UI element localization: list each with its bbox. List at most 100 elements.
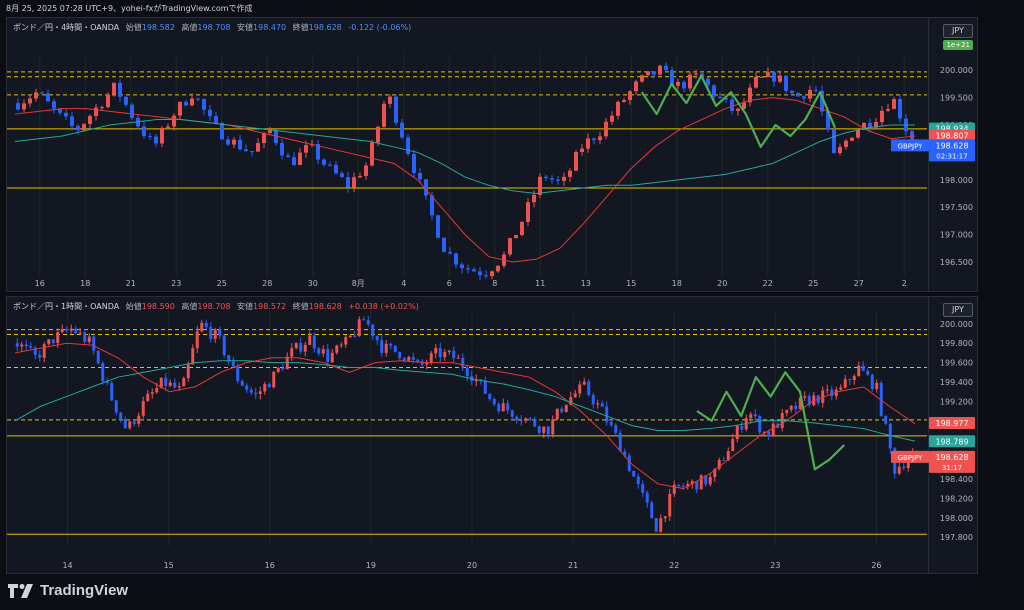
- candle: [546, 426, 550, 435]
- trend-line: [640, 74, 837, 149]
- candle: [322, 159, 326, 165]
- candle: [406, 137, 410, 154]
- candle: [641, 484, 645, 493]
- candle: [76, 125, 80, 131]
- candle: [366, 320, 370, 325]
- candle: [371, 324, 375, 337]
- candle: [256, 143, 260, 152]
- candle: [114, 400, 118, 413]
- candle: [722, 460, 726, 462]
- ma-fast-line: [14, 342, 916, 490]
- legend-change: +0.038 (+0.02%): [348, 302, 419, 311]
- candle: [506, 403, 510, 411]
- legend-high: 198.708: [197, 23, 231, 32]
- candle: [83, 332, 87, 343]
- candle: [339, 344, 343, 346]
- candle: [245, 385, 249, 390]
- candle: [758, 416, 762, 433]
- candle: [515, 416, 519, 421]
- chart-panel-1h[interactable]: ポンド／円・1時間・OANDA 始値198.590 高値198.708 安値19…: [6, 296, 978, 574]
- candle: [713, 468, 717, 478]
- candle: [105, 381, 109, 384]
- candle: [276, 368, 280, 372]
- candle: [893, 448, 897, 474]
- price-axis[interactable]: JPY: [928, 297, 977, 573]
- legend-symbol: ポンド／円・4時間・OANDA: [13, 23, 120, 32]
- candle: [832, 129, 836, 154]
- tradingview-logo: TradingView: [8, 582, 128, 599]
- candle: [839, 387, 843, 390]
- currency-button[interactable]: JPY: [943, 303, 973, 317]
- candle: [672, 484, 676, 494]
- candle: [330, 352, 334, 363]
- candle: [658, 65, 662, 75]
- candle: [560, 408, 564, 412]
- candle: [249, 389, 253, 393]
- candle: [848, 379, 852, 381]
- candle: [128, 421, 132, 429]
- price-chart-4h[interactable]: [7, 18, 977, 291]
- candle: [65, 329, 69, 331]
- candle: [294, 342, 298, 349]
- candle: [202, 99, 206, 110]
- candle: [22, 103, 26, 110]
- candle: [218, 329, 222, 336]
- candle: [682, 82, 686, 89]
- candle: [384, 343, 388, 353]
- candle: [78, 332, 82, 334]
- candle: [544, 176, 548, 179]
- candle: [496, 265, 500, 272]
- candle: [748, 87, 752, 103]
- candle: [794, 405, 798, 410]
- candle: [717, 460, 721, 469]
- candle: [227, 355, 231, 362]
- candle: [706, 78, 710, 86]
- candle: [238, 139, 242, 150]
- scale-badge[interactable]: 1e+21: [943, 40, 973, 50]
- chart-panel-4h[interactable]: ポンド／円・4時間・OANDA 始値198.582 高値198.708 安値19…: [6, 17, 978, 292]
- candle: [610, 115, 614, 122]
- candle: [596, 403, 600, 405]
- candle: [106, 94, 110, 108]
- candle: [556, 179, 560, 181]
- price-axis[interactable]: JPY 1e+21: [928, 18, 977, 291]
- candle: [708, 477, 712, 485]
- candle: [344, 337, 348, 345]
- candle: [412, 153, 416, 173]
- candle: [866, 370, 870, 375]
- candle: [454, 253, 458, 265]
- candle: [623, 451, 627, 456]
- candle: [886, 108, 890, 111]
- candle: [292, 157, 296, 166]
- candle: [510, 410, 514, 417]
- candle: [177, 386, 181, 388]
- candle: [760, 76, 764, 78]
- candle: [312, 335, 316, 349]
- candle: [798, 397, 802, 410]
- candle: [438, 348, 442, 358]
- candle: [209, 327, 213, 339]
- legend-low: 198.572: [253, 302, 287, 311]
- candle: [906, 460, 910, 469]
- candle: [20, 344, 24, 347]
- candle: [182, 378, 186, 387]
- ohlc-legend: ポンド／円・1時間・OANDA 始値198.590 高値198.708 安値19…: [13, 302, 419, 311]
- candle: [326, 349, 330, 363]
- candle: [501, 403, 505, 412]
- candle: [38, 354, 42, 358]
- candle: [362, 319, 366, 321]
- candle: [766, 72, 770, 77]
- candle: [807, 396, 811, 405]
- candle: [821, 390, 825, 403]
- candle: [69, 328, 73, 331]
- candle: [862, 122, 866, 130]
- candle: [562, 176, 566, 181]
- candle: [100, 107, 104, 109]
- candle: [416, 359, 420, 362]
- candle: [286, 155, 290, 158]
- price-chart-1h[interactable]: [7, 297, 977, 573]
- footer-brand: TradingView: [40, 582, 129, 599]
- candle: [364, 165, 368, 177]
- candle: [254, 392, 258, 394]
- currency-button[interactable]: JPY: [943, 24, 973, 38]
